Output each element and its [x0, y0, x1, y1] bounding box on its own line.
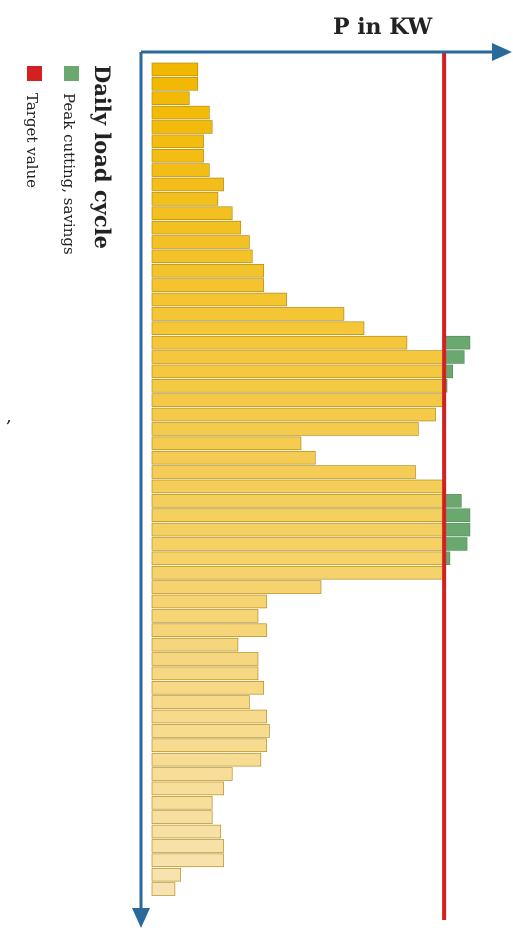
- load-bar: [151, 666, 259, 681]
- bars-group: [151, 62, 471, 896]
- savings-bar: [443, 537, 468, 551]
- load-bar: [151, 350, 445, 364]
- savings-bar: [443, 494, 462, 508]
- load-bar: [151, 206, 233, 220]
- load-bar: [151, 321, 365, 336]
- load-bar: [151, 508, 445, 522]
- legend-swatch-target: [27, 66, 42, 81]
- legend-title: Daily load cycle: [90, 65, 115, 249]
- load-bar: [151, 537, 445, 551]
- load-bar: [151, 235, 250, 249]
- load-bar: [151, 91, 190, 105]
- legend: Daily load cycle Peak cutting, savings T…: [23, 65, 115, 255]
- x-axis-arrow: [492, 43, 512, 61]
- axes: [132, 43, 512, 928]
- load-bar: [151, 767, 233, 781]
- load-bar: [151, 465, 416, 479]
- load-bar: [151, 422, 419, 436]
- x-axis-title: P in KW: [333, 14, 433, 40]
- load-bar: [151, 450, 316, 465]
- load-bar: [151, 580, 322, 594]
- load-bar: [151, 796, 213, 810]
- load-bar: [151, 853, 224, 868]
- load-bar: [151, 695, 250, 709]
- load-bar: [151, 479, 445, 494]
- load-bar: [151, 436, 302, 451]
- load-bar: [151, 652, 259, 666]
- load-bar: [151, 781, 224, 796]
- load-bar: [151, 623, 267, 637]
- load-bar: [151, 264, 264, 278]
- load-bar: [151, 220, 242, 235]
- legend-label-target: Target value: [23, 93, 41, 188]
- legend-label-savings: Peak cutting, savings: [60, 93, 78, 255]
- load-bar: [151, 120, 213, 134]
- load-bar: [151, 681, 264, 695]
- load-bar: [151, 565, 445, 580]
- load-bar: [151, 407, 436, 422]
- load-bar: [151, 594, 267, 609]
- load-bar: [151, 393, 445, 407]
- load-bar: [151, 364, 445, 379]
- savings-bar: [443, 522, 471, 537]
- load-bar: [151, 278, 264, 292]
- load-bar: [151, 177, 224, 192]
- load-bar: [151, 609, 259, 623]
- load-bar: [151, 551, 445, 566]
- load-bar: [151, 105, 210, 120]
- y-axis-arrow: [132, 908, 150, 928]
- load-bar: [151, 839, 224, 853]
- load-bar: [151, 192, 219, 206]
- load-bar: [151, 163, 210, 177]
- load-bar: [151, 709, 267, 724]
- load-bar: [151, 379, 445, 393]
- load-bar: [151, 249, 253, 264]
- load-bar: [151, 292, 287, 307]
- load-bar: [151, 724, 270, 738]
- load-bar: [151, 77, 199, 91]
- load-bar: [151, 148, 204, 163]
- load-bar: [151, 307, 345, 321]
- load-bar: [151, 738, 267, 753]
- load-bar: [151, 637, 239, 652]
- legend-swatch-savings: [64, 66, 79, 81]
- load-bar: [151, 522, 445, 537]
- savings-bar: [443, 508, 471, 522]
- load-bar: [151, 62, 199, 77]
- load-bar: [151, 335, 408, 350]
- load-bar: [151, 494, 445, 508]
- load-bar: [151, 824, 222, 839]
- stray-mark: ,: [6, 406, 12, 427]
- load-bar: [151, 134, 204, 149]
- load-bar: [151, 867, 181, 882]
- savings-bar: [443, 350, 465, 364]
- load-bar: [151, 810, 213, 824]
- load-bar: [151, 752, 262, 767]
- savings-bar: [443, 335, 471, 350]
- load-bar: [151, 882, 176, 896]
